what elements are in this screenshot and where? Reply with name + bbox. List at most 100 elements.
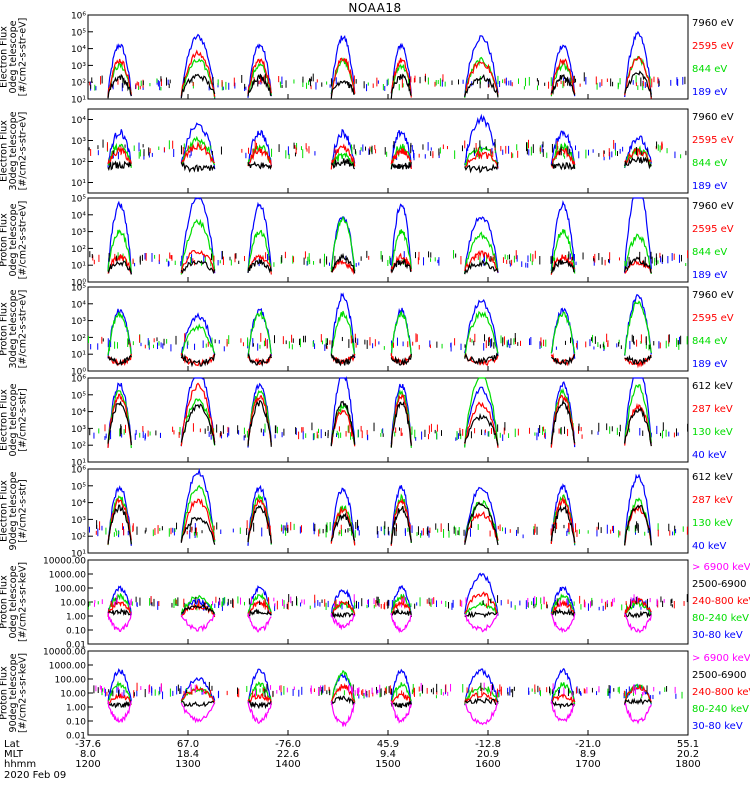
series-pass-trace	[330, 80, 355, 99]
series-pass-trace	[180, 49, 216, 97]
series-pass-trace	[550, 73, 576, 96]
x-tick-mlt: 8.0	[80, 749, 96, 760]
y-tick-label: 10⁰	[71, 368, 86, 378]
y-tick-label: 10¹	[71, 459, 86, 469]
series-pass-trace	[180, 73, 216, 99]
series-pass-trace	[247, 229, 272, 273]
series-pass-trace	[624, 156, 652, 170]
series-612-kev	[89, 398, 689, 448]
y-tick-label: 0.01	[66, 732, 86, 742]
x-axis-row-label: hhmm	[4, 759, 36, 770]
y-axis-label: TEDProton Flux30deg telescope[#/cm2-s-st…	[0, 289, 28, 368]
series-130-kev	[98, 377, 667, 449]
series-pass-trace	[550, 613, 576, 634]
series-pass-trace	[180, 467, 216, 542]
y-axis-label: TEDProton Flux0deg telescope[#/cm2-s-str…	[0, 201, 28, 280]
series-pass-trace	[624, 55, 652, 99]
series-pass-trace	[624, 702, 652, 725]
series-pass-trace	[464, 572, 499, 616]
panel-meped-p-90: 0.01 0.10 1.00 10.00 100.00 1000.00 10000.00 ME…	[0, 648, 750, 742]
series-pass-trace	[180, 594, 215, 615]
panel-frame	[87, 108, 689, 194]
x-tick-hhmm: 1700	[575, 759, 600, 770]
series-844-ev	[107, 216, 687, 275]
legend-label: 240-800 keV	[692, 596, 750, 607]
x-axis: LatMLThhmm-37.68.0120067.018.41300-76.02…	[4, 739, 701, 781]
y-tick-label: 10⁵	[71, 195, 86, 205]
series-pass-trace	[180, 33, 216, 99]
series-pass-trace	[107, 58, 132, 98]
series-pass-trace	[464, 377, 499, 448]
panel-meped-e-0: 10¹ 10² 10³ 10⁴ 10⁵ 10⁶ MEPEDElectron Flux0deg…	[0, 375, 733, 469]
series-pass-trace	[464, 161, 499, 174]
series-pass-trace	[550, 161, 576, 171]
y-tick-label: 10⁵	[71, 391, 86, 401]
panel-ted-p-0: 10⁰ 10¹ 10² 10³ 10⁴ 10⁵ TEDProton Flux0deg tel…	[0, 195, 734, 289]
x-tick-mlt: 22.6	[277, 749, 299, 760]
series-pass-trace	[247, 58, 272, 94]
series-pass-trace	[180, 403, 216, 445]
y-tick-label: 0.01	[66, 641, 86, 651]
y-axis-label-line: Electron Flux	[0, 389, 9, 451]
series-pass-trace	[464, 299, 499, 357]
legend-label: 844 eV	[692, 336, 727, 347]
y-tick-label: 10²	[71, 334, 86, 344]
y-axis-label-line: 30deg telescope	[8, 289, 19, 368]
series-pass-trace	[330, 34, 356, 95]
series-pass-trace	[247, 692, 272, 705]
series-pass-trace	[330, 589, 356, 617]
series-pass-trace	[464, 697, 499, 706]
legend-label: 7960 eV	[692, 290, 734, 301]
series-pass-trace	[390, 148, 412, 170]
series-pass-trace	[390, 498, 412, 546]
series-pass-trace	[247, 668, 272, 704]
y-tick-label: 1000.00	[49, 662, 86, 672]
y-axis-label-line: 0deg telescope	[8, 203, 19, 276]
y-tick-label: 10²	[71, 442, 86, 452]
series-2500-6900	[87, 594, 688, 619]
series-pass-trace	[550, 199, 576, 272]
series-pass-trace	[624, 597, 652, 618]
series-pass-trace	[624, 384, 652, 444]
series-30-80-kev	[107, 572, 658, 617]
y-tick-label: 10000.00	[43, 557, 86, 567]
series-pass-trace	[390, 353, 412, 366]
y-tick-label: 10⁶	[71, 466, 86, 476]
series-pass-trace	[550, 667, 576, 704]
series-pass-trace	[390, 258, 412, 274]
series-pass-trace	[390, 701, 412, 724]
y-tick-label: 10¹	[71, 179, 86, 189]
series-pass-trace	[391, 607, 412, 618]
y-tick-label: 10⁴	[71, 116, 86, 126]
series-pass-trace	[107, 129, 132, 168]
series-189-ev	[90, 30, 684, 99]
y-tick-label: 0.10	[66, 627, 86, 637]
series-pass-trace	[330, 310, 356, 357]
panel-frame	[87, 650, 689, 736]
panel-frame	[87, 468, 689, 554]
series-pass-trace	[107, 607, 132, 617]
x-tick-lat: -76.0	[275, 739, 301, 750]
series-pass-trace	[624, 697, 652, 706]
panel-ted-e-30: 10¹ 10² 10³ 10⁴ TEDElectron Flux30deg telesc…	[0, 108, 734, 194]
y-axis-label: MEPEDElectron Flux90deg telescope[#/cm2-…	[0, 471, 28, 550]
series-pass-trace	[247, 129, 272, 167]
legend-label: 40 keV	[692, 541, 726, 552]
series-pass-trace	[180, 377, 216, 447]
x-tick-lat: -21.0	[575, 739, 601, 750]
y-tick-label: 10⁵	[71, 284, 86, 294]
series-pass-trace	[550, 496, 576, 545]
y-tick-label: 10¹	[71, 550, 86, 560]
series-pass-trace	[391, 130, 412, 168]
legend-label: > 6900 keV	[692, 562, 750, 573]
y-tick-label: 10⁶	[71, 375, 86, 385]
y-tick-label: 10⁴	[71, 211, 86, 221]
series-pass-trace	[550, 494, 576, 545]
legend-label: 844 eV	[692, 247, 727, 258]
y-axis-label-line: 90deg telescope	[8, 471, 19, 550]
series-pass-trace	[107, 312, 132, 358]
y-tick-label: 10000.00	[43, 648, 86, 658]
series-pass-trace	[330, 151, 356, 167]
series-pass-trace	[247, 201, 272, 273]
series-pass-trace	[330, 600, 356, 616]
